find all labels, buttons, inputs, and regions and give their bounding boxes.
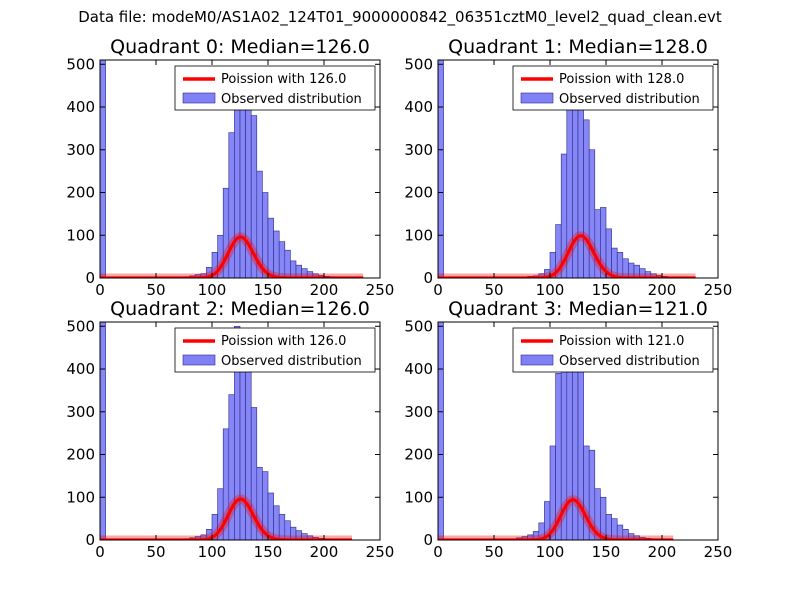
y-tick-label: 200 (66, 184, 95, 202)
x-tick-label: 0 (95, 281, 105, 299)
legend-observed-label: Observed distribution (559, 92, 700, 107)
x-tick-label: 150 (592, 543, 621, 561)
y-tick-label: 100 (404, 226, 433, 244)
histogram-bar (100, 60, 106, 278)
x-tick-label: 100 (536, 281, 565, 299)
y-tick-label: 400 (66, 98, 95, 116)
x-tick-label: 50 (484, 543, 503, 561)
x-tick-label: 100 (198, 281, 227, 299)
quadrant-2-plot-area (100, 322, 356, 540)
x-tick-label: 250 (704, 281, 733, 299)
y-tick-label: 300 (404, 141, 433, 159)
histogram-bar (100, 322, 106, 540)
histogram-bar (438, 322, 444, 540)
legend-observed-swatch (182, 354, 216, 366)
y-tick-label: 0 (85, 531, 95, 549)
x-tick-label: 0 (433, 281, 443, 299)
x-tick-label: 250 (704, 543, 733, 561)
y-tick-label: 300 (66, 141, 95, 159)
quadrant-2-axes-frame (99, 321, 381, 541)
y-tick-label: 100 (404, 488, 433, 506)
legend-poisson-label: Poission with 128.0 (559, 72, 684, 87)
y-tick-label: 500 (404, 55, 433, 73)
y-tick-label: 200 (404, 184, 433, 202)
x-tick-label: 200 (648, 543, 677, 561)
quadrant-1-axes-frame (437, 59, 719, 279)
x-tick-label: 0 (433, 543, 443, 561)
histogram-bar (583, 119, 590, 278)
quadrant-3-axes-frame (437, 321, 719, 541)
x-tick-label: 100 (198, 543, 227, 561)
y-tick-label: 200 (66, 446, 95, 464)
histogram-bar (577, 96, 584, 278)
poisson-curve (438, 234, 697, 278)
quadrant-2-panel: 0 50 100 150 200 250 0 100 200 300 400 500 Quadrant … (66, 298, 394, 561)
poisson-curve (100, 497, 353, 540)
x-tick-label: 150 (254, 281, 283, 299)
quadrant-0-axes-frame (99, 59, 381, 279)
legend-poisson-label: Poission with 126.0 (221, 72, 346, 87)
y-tick-label: 0 (423, 531, 433, 549)
x-tick-label: 200 (310, 281, 339, 299)
legend-observed-swatch (182, 92, 216, 104)
legend-poisson-label: Poission with 126.0 (221, 334, 346, 349)
poisson-curve (100, 235, 364, 278)
y-tick-label: 200 (404, 446, 433, 464)
x-tick-label: 200 (648, 281, 677, 299)
histogram-bar (273, 230, 280, 278)
x-tick-label: 150 (254, 543, 283, 561)
legend-observed-label: Observed distribution (221, 354, 362, 369)
x-tick-label: 50 (484, 281, 503, 299)
quadrant-2-title: Quadrant 2: Median=126.0 (110, 298, 370, 320)
y-tick-label: 300 (66, 403, 95, 421)
histogram-bar (234, 93, 241, 278)
y-tick-label: 100 (66, 226, 95, 244)
x-tick-label: 200 (310, 543, 339, 561)
x-tick-label: 50 (146, 281, 165, 299)
legend-observed-swatch (520, 354, 554, 366)
quadrant-1-title: Quadrant 1: Median=128.0 (448, 36, 708, 58)
histogram-bar (438, 60, 444, 278)
y-tick-label: 0 (423, 269, 433, 287)
quadrant-0-title: Quadrant 0: Median=126.0 (110, 36, 370, 58)
y-tick-label: 100 (66, 488, 95, 506)
legend-observed-label: Observed distribution (221, 92, 362, 107)
poisson-curve (438, 498, 674, 540)
y-tick-label: 400 (404, 98, 433, 116)
histogram-bar (278, 241, 286, 278)
x-tick-label: 250 (366, 281, 395, 299)
y-tick-label: 500 (404, 317, 433, 335)
quadrant-0-plot-area (100, 60, 367, 278)
y-tick-label: 400 (66, 360, 95, 378)
y-tick-label: 500 (66, 317, 95, 335)
quadrant-0-panel: 0 50 100 150 200 250 0 100 200 300 400 500 Quadrant … (66, 36, 394, 299)
quadrant-3-title: Quadrant 3: Median=121.0 (448, 298, 708, 320)
x-tick-label: 100 (536, 543, 565, 561)
y-tick-label: 0 (85, 269, 95, 287)
quadrant-1-panel: 0 50 100 150 200 250 0 100 200 300 400 500 Quadrant … (404, 36, 732, 299)
x-tick-label: 250 (366, 543, 395, 561)
x-tick-label: 0 (95, 543, 105, 561)
legend-observed-label: Observed distribution (559, 354, 700, 369)
y-tick-label: 400 (404, 360, 433, 378)
legend-poisson-label: Poission with 121.0 (559, 334, 684, 349)
x-tick-label: 150 (592, 281, 621, 299)
figure-title: Data file: modeM0/AS1A02_124T01_90000008… (78, 8, 722, 26)
quadrant-3-panel: 0 50 100 150 200 250 0 100 200 300 400 500 Quadrant … (404, 298, 732, 561)
legend-observed-swatch (520, 92, 554, 104)
x-tick-label: 50 (146, 543, 165, 561)
y-tick-label: 300 (404, 403, 433, 421)
y-tick-label: 500 (66, 55, 95, 73)
quadrant-3-plot-area (438, 322, 677, 540)
